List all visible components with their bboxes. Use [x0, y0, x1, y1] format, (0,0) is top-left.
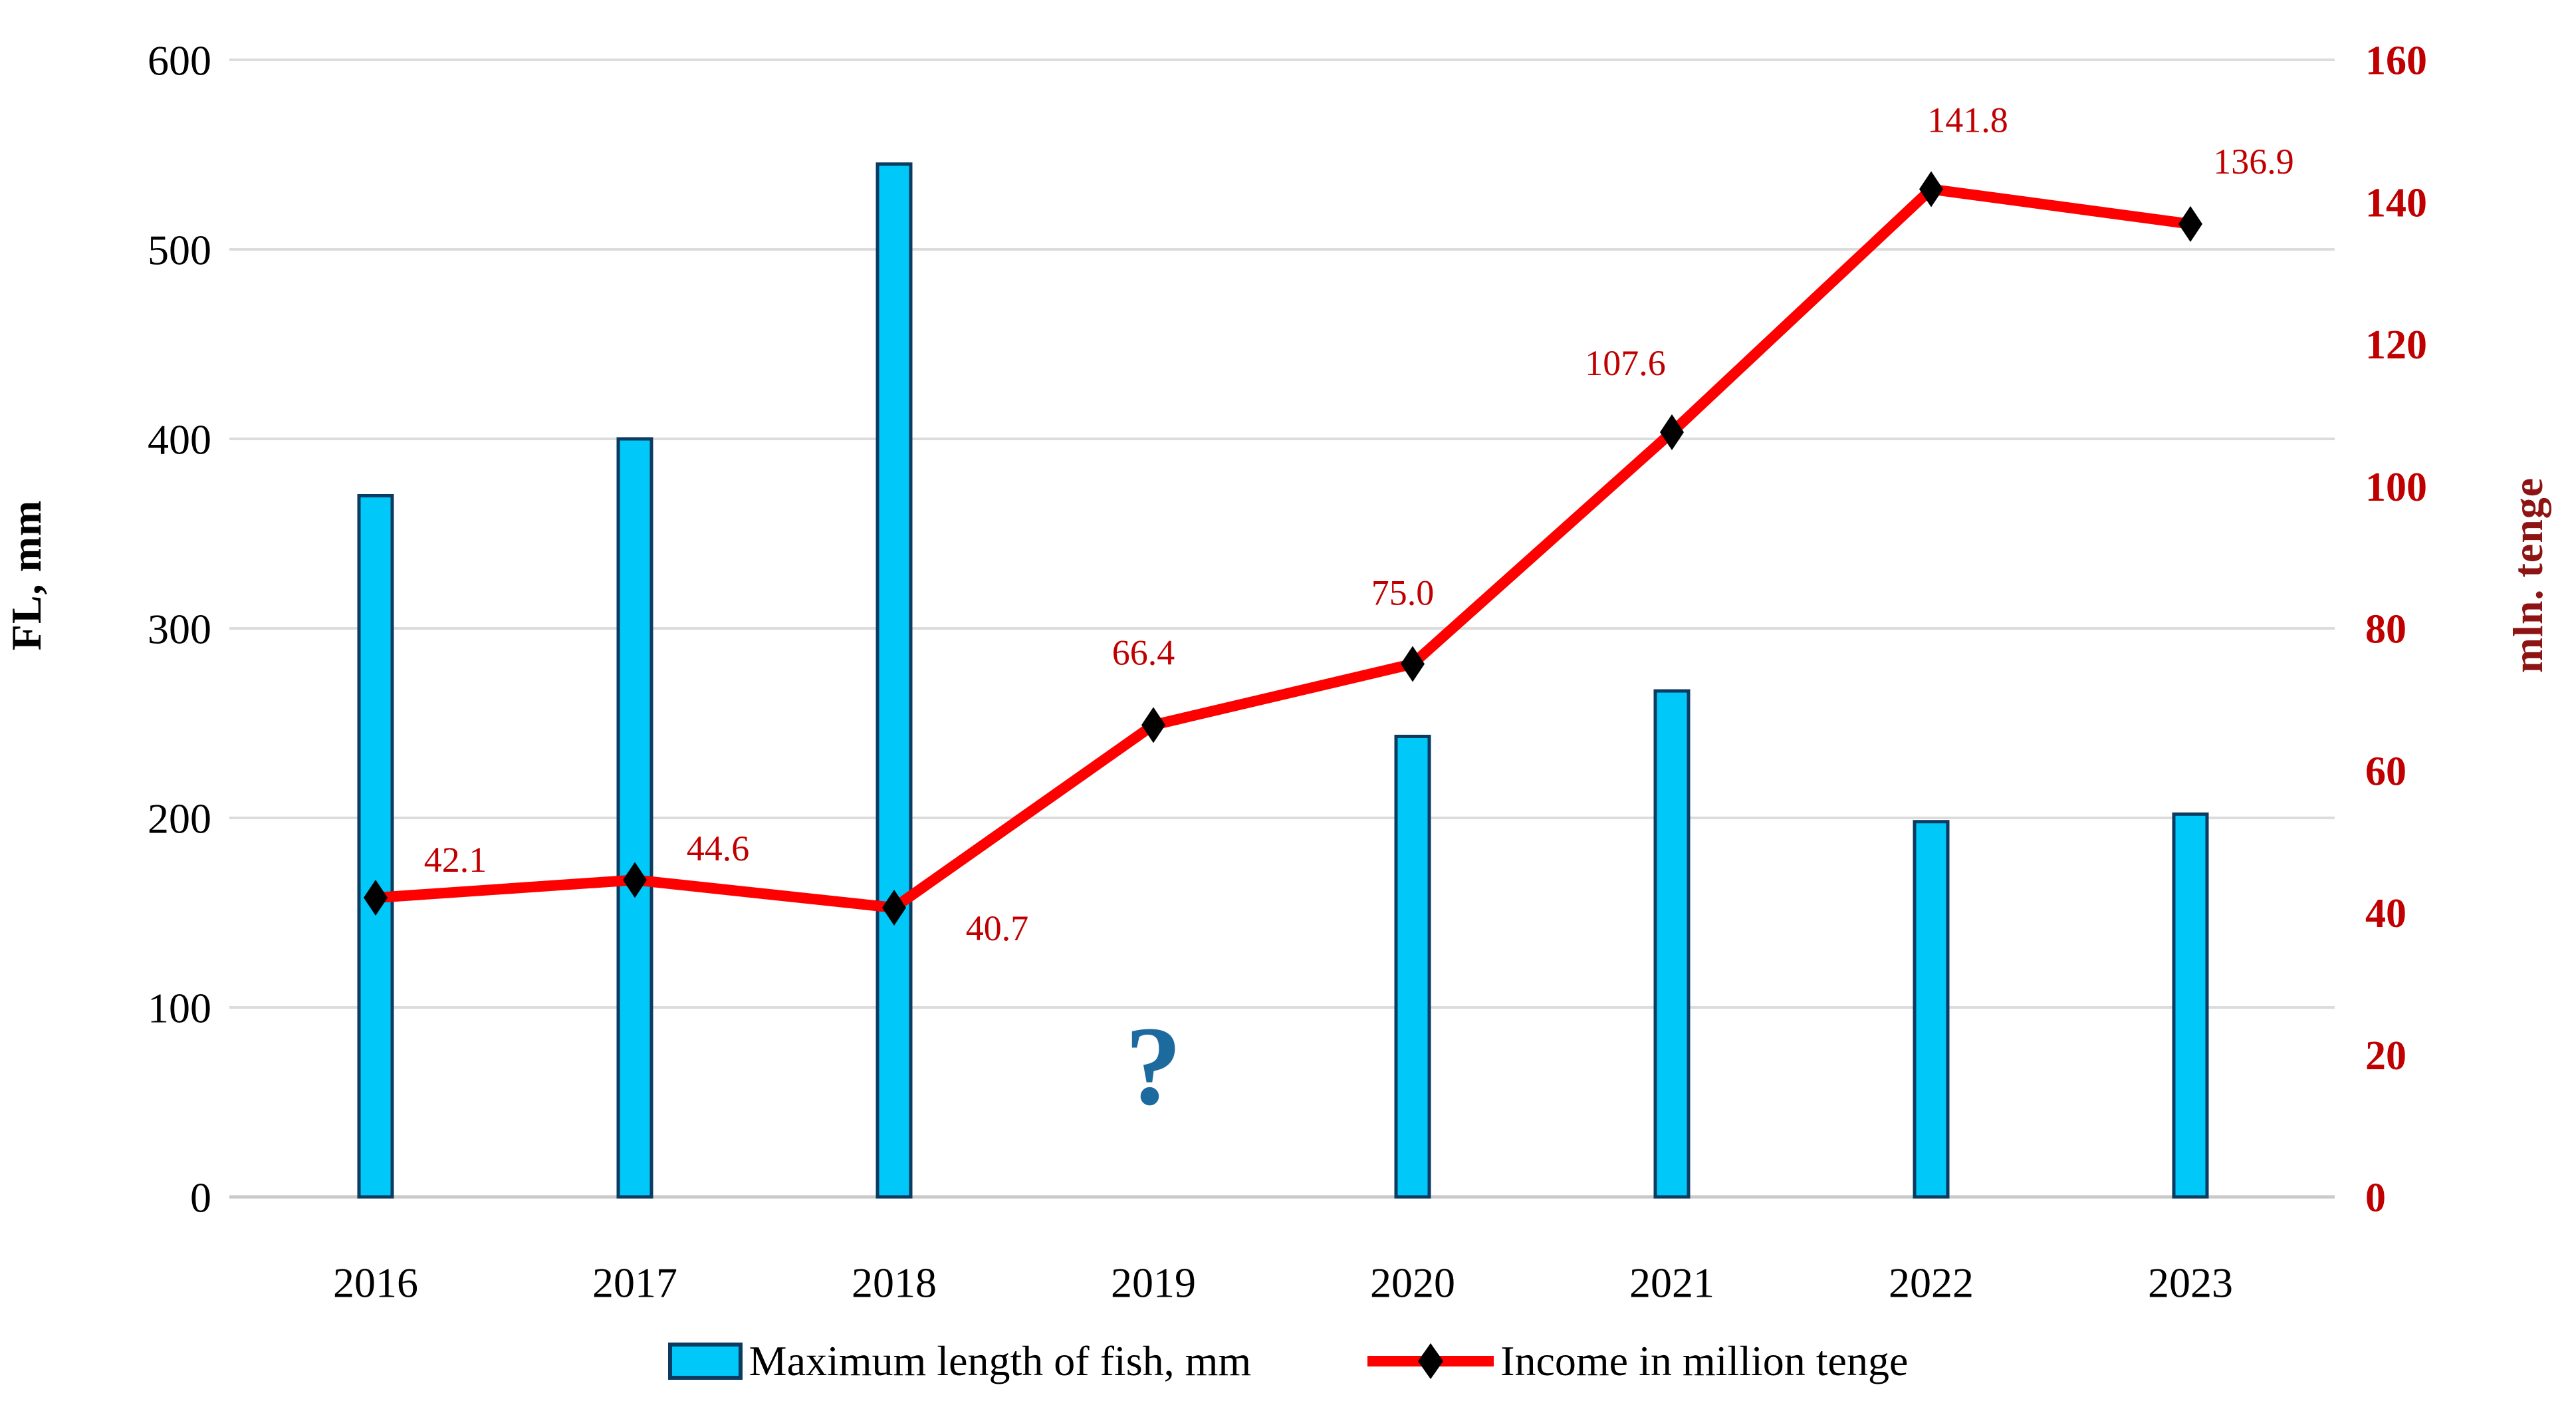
right-axis-tick-label: 140: [2365, 180, 2427, 225]
line-data-label: 107.6: [1585, 343, 1666, 383]
left-axis-title: FL, mm: [3, 499, 50, 651]
legend-label-bar-series: Maximum length of fish, mm: [749, 1337, 1252, 1384]
left-axis-tick-label: 500: [148, 226, 211, 273]
left-axis-tick-label: 200: [148, 795, 211, 842]
bar-2017: [616, 437, 653, 1199]
line-series-swatch-icon: [1367, 1343, 1494, 1379]
line-data-label: 44.6: [687, 829, 750, 868]
x-axis-year-label: 2023: [2148, 1259, 2233, 1306]
right-axis-tick-label: 40: [2365, 891, 2406, 936]
right-axis-tick-label: 20: [2365, 1033, 2406, 1079]
bar-2023: [2172, 812, 2209, 1199]
x-axis-year-label: 2019: [1111, 1259, 1196, 1306]
line-marker-diamond-2023: [2178, 205, 2202, 242]
x-axis-year-label: 2017: [592, 1259, 677, 1306]
income-line: [370, 184, 2196, 914]
line-marker-diamond-2016: [364, 880, 388, 916]
x-axis-year-label: 2022: [1889, 1259, 1974, 1306]
line-data-label: 40.7: [966, 908, 1029, 948]
right-axis-tick-label: 160: [2365, 39, 2427, 84]
left-axis-tick-label: 300: [148, 605, 211, 652]
line-marker-diamond-2018: [882, 890, 906, 926]
line-data-label: 136.9: [2213, 142, 2294, 182]
legend-item-bar-series: Maximum length of fish, mm: [667, 1337, 1252, 1386]
line-data-label: 42.1: [424, 840, 487, 880]
bar-2016: [357, 494, 394, 1199]
line-marker-diamond-2021: [1660, 414, 1684, 451]
x-axis-year-label: 2018: [852, 1259, 937, 1306]
line-marker-diamond-2019: [1141, 707, 1165, 743]
line-data-label: 66.4: [1112, 632, 1175, 672]
line-data-label: 141.8: [1927, 100, 2008, 140]
right-axis-tick-label: 80: [2365, 607, 2406, 652]
line-marker-diamond-2017: [623, 862, 647, 898]
left-axis-tick-label: 600: [148, 37, 211, 84]
legend-item-line-series: Income in million tenge: [1367, 1337, 1908, 1386]
line-marker-diamond-2022: [1919, 171, 1943, 207]
right-axis-title: mln. tenge: [2504, 477, 2551, 674]
bar-series-swatch-icon: [667, 1343, 743, 1380]
bar-2018: [876, 162, 913, 1199]
x-axis-year-label: 2020: [1370, 1259, 1455, 1306]
bar-2022: [1913, 820, 1950, 1199]
left-axis-tick-label: 100: [148, 984, 211, 1031]
right-axis-tick-label: 60: [2365, 749, 2406, 794]
x-axis-year-label: 2016: [333, 1259, 418, 1306]
right-axis-tick-label: 0: [2365, 1176, 2386, 1221]
missing-data-question-mark: ?: [1125, 1003, 1182, 1128]
bar-2020: [1394, 734, 1431, 1199]
x-axis-year-label: 2021: [1629, 1259, 1714, 1306]
line-marker-diamond-2020: [1401, 646, 1425, 682]
right-axis-tick-label: 100: [2365, 465, 2427, 510]
bar-2021: [1653, 689, 1691, 1199]
legend-label-line-series: Income in million tenge: [1500, 1337, 1909, 1384]
left-axis-tick-label: 400: [148, 416, 211, 463]
left-axis-tick-label: 0: [190, 1174, 211, 1221]
legend: Maximum length of fish, mm Income in mil…: [0, 1331, 2576, 1391]
right-axis-tick-label: 120: [2365, 323, 2427, 368]
line-data-label: 75.0: [1371, 573, 1435, 612]
